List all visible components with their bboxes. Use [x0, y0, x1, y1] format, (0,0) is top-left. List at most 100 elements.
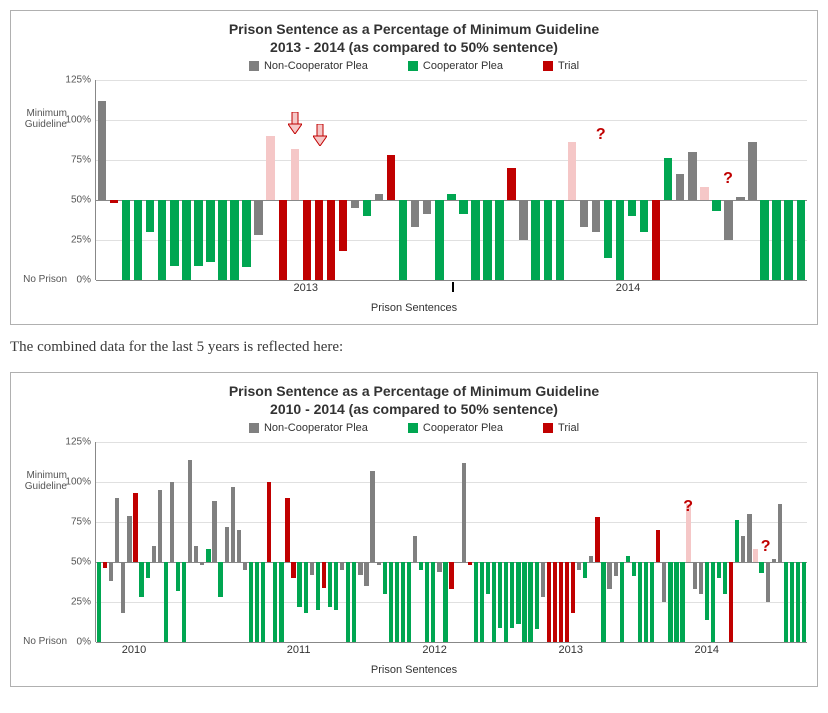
bar-slot [289, 80, 301, 280]
bar-cooperator [474, 562, 478, 642]
bar-slot [783, 80, 795, 280]
bar-cooperator [134, 200, 142, 280]
y-tick-label: 0% [77, 275, 91, 286]
bar-cooperator [601, 562, 605, 642]
bar-non_cooperator [748, 142, 756, 200]
bar-non_cooperator [237, 530, 241, 562]
bar-slot [530, 80, 542, 280]
bar-non_cooperator [351, 200, 359, 208]
bar-cooperator [583, 562, 587, 578]
bar-slot [795, 80, 807, 280]
bar-cooperator [626, 556, 630, 562]
bar-cooperator [352, 562, 356, 642]
y-tick-label: 0% [77, 637, 91, 648]
bar-cooperator [255, 562, 259, 642]
bar-trial [568, 142, 576, 200]
bar-slot [542, 80, 554, 280]
bar-slot [204, 80, 216, 280]
bar-slot [108, 80, 120, 280]
bar-cooperator [802, 562, 806, 642]
bar-trial [303, 200, 311, 280]
legend-item: Cooperator Plea [408, 60, 503, 72]
bar-non_cooperator [747, 514, 751, 562]
bar-cooperator [680, 562, 684, 642]
bar-slot [801, 442, 807, 642]
bar-slot [722, 80, 734, 280]
bar-cooperator [705, 562, 709, 620]
bar-non_cooperator [121, 562, 125, 613]
bar-cooperator [443, 562, 447, 642]
bar-trial [387, 155, 395, 200]
bar-cooperator [297, 562, 301, 607]
bar-non_cooperator [688, 152, 696, 200]
bar-cooperator [504, 562, 508, 642]
bar-cooperator [206, 549, 210, 562]
y-tick-label: 25% [71, 235, 91, 246]
bar-slot [216, 80, 228, 280]
bar-non_cooperator [766, 562, 770, 602]
bar-non_cooperator [772, 559, 776, 562]
bar-trial [315, 200, 323, 280]
bar-cooperator [218, 562, 222, 597]
bar-cooperator [401, 562, 405, 642]
bar-cooperator [146, 562, 150, 578]
chart-2010-2014: Prison Sentence as a Percentage of Minim… [10, 372, 818, 687]
bar-cooperator [480, 562, 484, 642]
plot-wrap: MinimumGuidelineNo Prison0%25%50%75%100%… [21, 442, 807, 642]
bar-non_cooperator [158, 490, 162, 562]
bar-cooperator [620, 562, 624, 642]
bar-cooperator [218, 200, 226, 280]
bar-slot [313, 80, 325, 280]
bar-non_cooperator [413, 536, 417, 562]
bar-cooperator [674, 562, 678, 642]
bar-cooperator [784, 562, 788, 642]
bar-cooperator [616, 200, 624, 280]
bar-slot [674, 80, 686, 280]
bar-cooperator [723, 562, 727, 594]
bar-trial [700, 187, 708, 200]
y-tick-label: 75% [71, 155, 91, 166]
bar-cooperator [495, 200, 503, 280]
bar-non_cooperator [377, 562, 381, 565]
bar-cooperator [760, 200, 768, 280]
bar-cooperator [242, 200, 250, 267]
bar-cooperator [407, 562, 411, 642]
bar-cooperator [182, 200, 190, 280]
bar-non_cooperator [778, 504, 782, 562]
bar-slot [566, 80, 578, 280]
bar-cooperator [717, 562, 721, 578]
bar-cooperator [535, 562, 539, 629]
legend-swatch [543, 423, 553, 433]
bar-cooperator [638, 562, 642, 642]
bar-cooperator [279, 562, 283, 642]
bar-slot [373, 80, 385, 280]
y-tick-label: 50% [71, 557, 91, 568]
bar-cooperator [164, 562, 168, 642]
x-year-label: 2010 [122, 644, 146, 656]
bar-cooperator [628, 200, 636, 216]
bar-non_cooperator [736, 197, 744, 200]
bar-slot [710, 80, 722, 280]
bar-cooperator [273, 562, 277, 642]
legend-label: Cooperator Plea [423, 422, 503, 434]
bar-slot [614, 80, 626, 280]
bar-non_cooperator [194, 546, 198, 562]
bar-non_cooperator [254, 200, 262, 235]
bar-cooperator [459, 200, 467, 214]
legend-label: Non-Cooperator Plea [264, 60, 368, 72]
bar-non_cooperator [662, 562, 666, 602]
y-axis: MinimumGuidelineNo Prison0%25%50%75%100%… [21, 80, 95, 280]
bar-cooperator [632, 562, 636, 576]
bar-non_cooperator [741, 536, 745, 562]
plot-wrap: MinimumGuidelineNo Prison0%25%50%75%100%… [21, 80, 807, 280]
bar-cooperator [395, 562, 399, 642]
bar-non_cooperator [423, 200, 431, 214]
bar-cooperator [363, 200, 371, 216]
bar-non_cooperator [127, 516, 131, 562]
interlude-text: The combined data for the last 5 years i… [10, 339, 818, 356]
bar-non_cooperator [231, 487, 235, 562]
legend-item: Cooperator Plea [408, 422, 503, 434]
bar-cooperator [176, 562, 180, 591]
bar-cooperator [510, 562, 514, 628]
bar-non_cooperator [541, 562, 545, 597]
